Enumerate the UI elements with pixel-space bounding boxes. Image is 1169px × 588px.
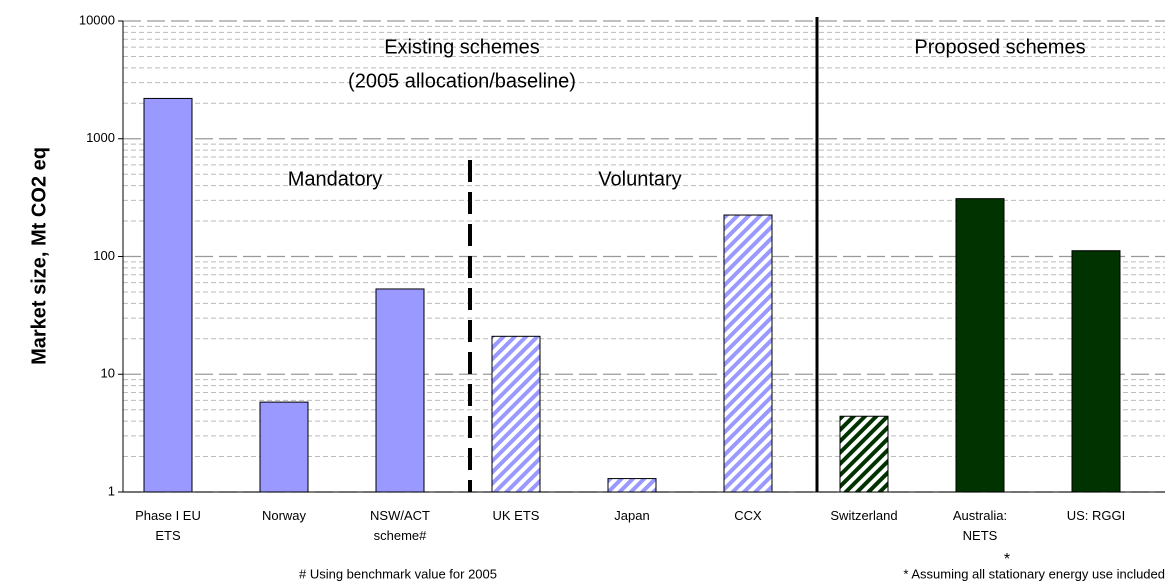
bar — [259, 401, 309, 493]
y-tick-label: 1 — [108, 483, 115, 498]
bar — [607, 478, 657, 493]
annotation: * — [1004, 551, 1010, 568]
bar — [839, 415, 889, 493]
annotation: Proposed schemes — [914, 36, 1085, 58]
annotation: Voluntary — [598, 168, 681, 190]
x-tick-label: US: RGGI — [1066, 508, 1126, 523]
bar — [143, 97, 193, 493]
x-tick-label: NSW/ACT scheme# — [370, 508, 430, 543]
bar — [491, 335, 541, 493]
y-tick-label: 10000 — [79, 12, 115, 27]
x-tick-label: Switzerland — [830, 508, 898, 523]
x-tick-label: Norway — [261, 508, 307, 523]
y-tick-label: 100 — [93, 248, 115, 263]
annotation: # Using benchmark value for 2005 — [299, 566, 497, 581]
x-tick-label: Japan — [614, 508, 650, 523]
y-tick-label: 1000 — [86, 130, 115, 145]
annotation: Existing schemes — [384, 36, 540, 58]
x-tick-label: CCX — [734, 508, 762, 523]
bar — [1071, 250, 1121, 493]
x-tick-label: Australia: NETS — [952, 508, 1008, 543]
annotation: * Assuming all stationary energy use inc… — [903, 566, 1165, 581]
annotation: (2005 allocation/baseline) — [348, 70, 576, 92]
y-axis-label: Market size, Mt CO2 eq — [28, 147, 50, 365]
bar — [723, 214, 773, 493]
bar — [375, 288, 425, 493]
bar — [955, 198, 1005, 493]
x-tick-label: UK ETS — [492, 508, 540, 523]
x-tick-label: Phase I EU ETS — [135, 508, 201, 543]
y-tick-label: 10 — [101, 366, 115, 381]
annotation: Mandatory — [288, 168, 383, 190]
